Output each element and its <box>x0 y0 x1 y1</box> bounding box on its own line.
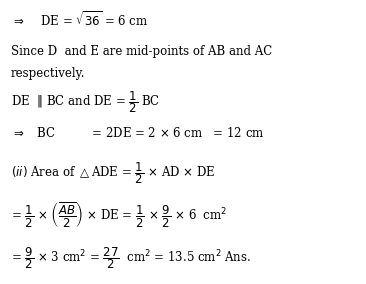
Text: = $\dfrac{9}{2}$ $\times$ 3 cm$^2$ = $\dfrac{27}{2}$  cm$^2$ = 13.5 cm$^2$ Ans.: = $\dfrac{9}{2}$ $\times$ 3 cm$^2$ = $\d… <box>11 246 251 271</box>
Text: DE  $\|$ BC and DE = $\dfrac{1}{2}$ BC: DE $\|$ BC and DE = $\dfrac{1}{2}$ BC <box>11 89 160 115</box>
Text: $\Rightarrow$   BC          = 2DE = 2 $\times$ 6 cm   = 12 cm: $\Rightarrow$ BC = 2DE = 2 $\times$ 6 cm… <box>11 126 265 141</box>
Text: Since D  and E are mid-points of AB and AC: Since D and E are mid-points of AB and A… <box>11 45 272 58</box>
Text: respectively.: respectively. <box>11 67 86 80</box>
Text: = $\dfrac{1}{2}$ $\times$ $\left(\dfrac{\overline{AB}}{2}\right)$ $\times$ DE = : = $\dfrac{1}{2}$ $\times$ $\left(\dfrac{… <box>11 201 227 230</box>
Text: $(ii)$ Area of $\triangle$ADE = $\dfrac{1}{2}$ $\times$ AD $\times$ DE: $(ii)$ Area of $\triangle$ADE = $\dfrac{… <box>11 160 215 186</box>
Text: $\Rightarrow$    DE = $\sqrt{36}$ = 6 cm: $\Rightarrow$ DE = $\sqrt{36}$ = 6 cm <box>11 11 148 29</box>
